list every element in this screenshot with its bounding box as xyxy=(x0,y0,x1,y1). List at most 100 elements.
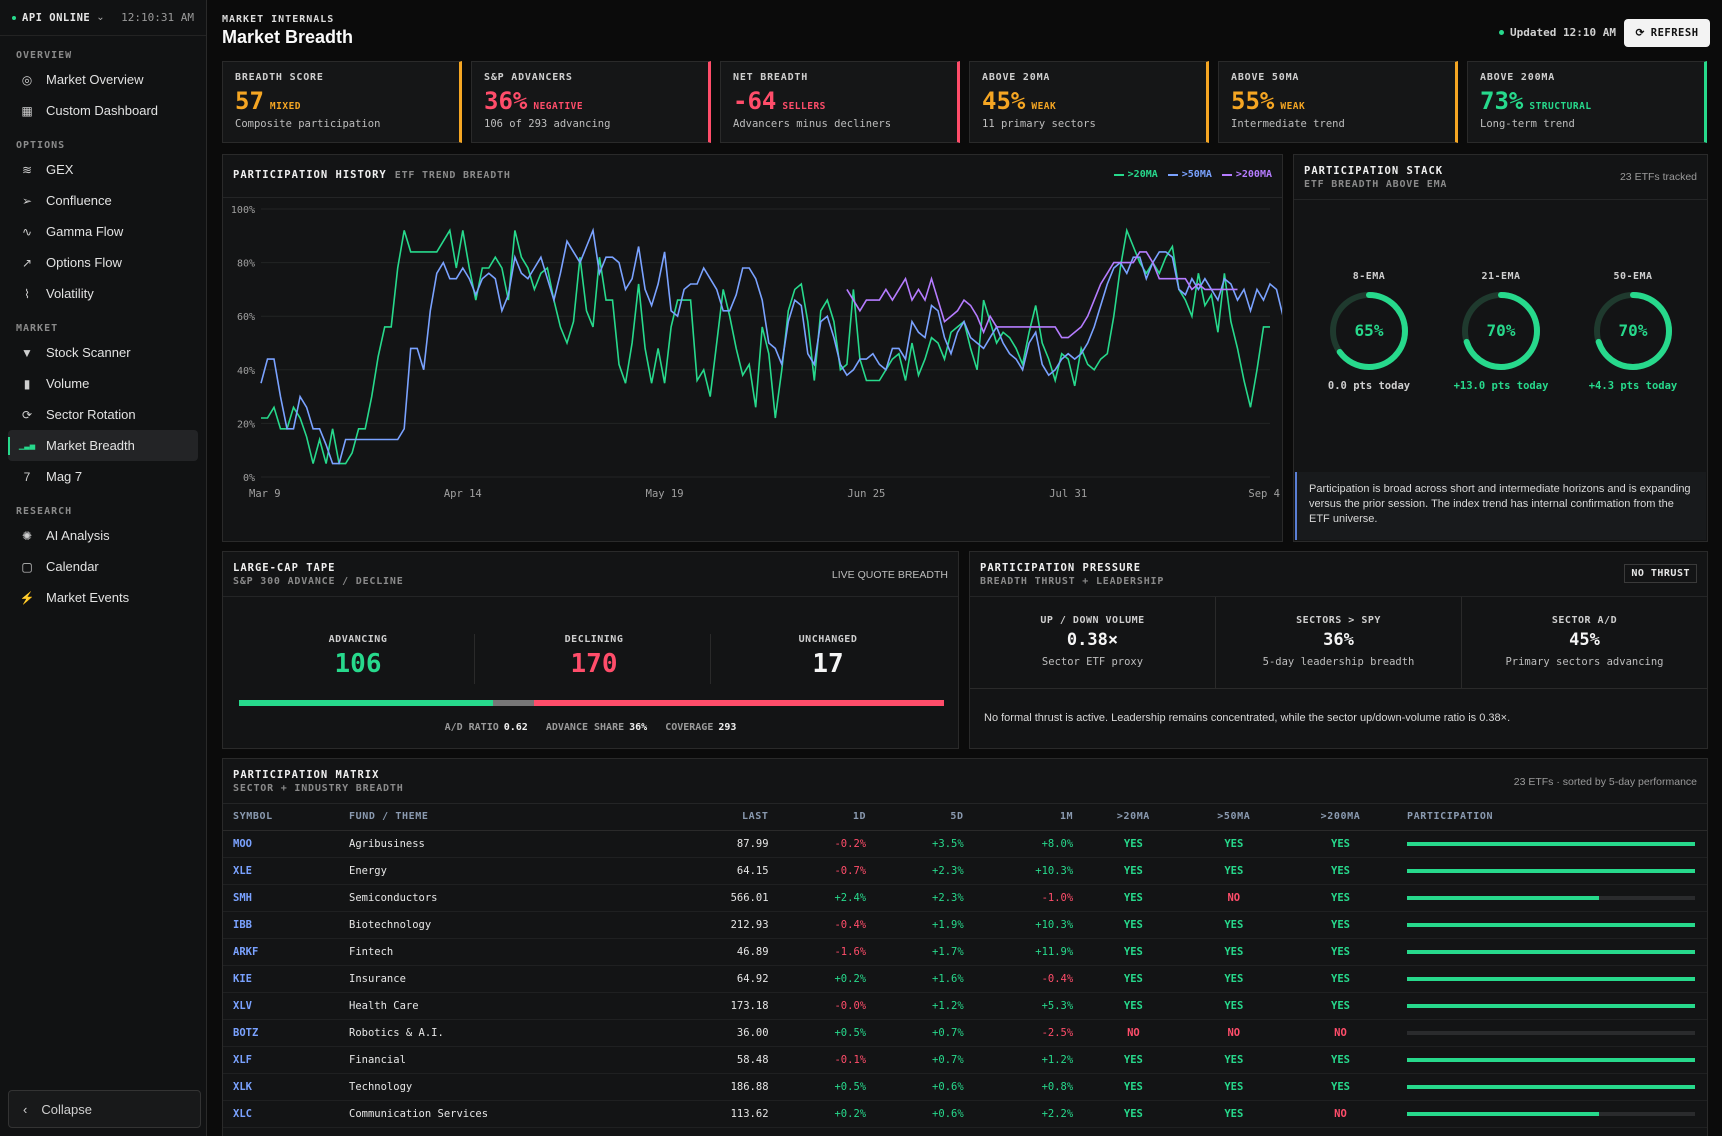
sidebar-item-market-overview[interactable]: ◎ Market Overview xyxy=(8,64,198,95)
gauge-label: 8-EMA xyxy=(1352,271,1386,282)
gauge-ring xyxy=(1462,292,1540,370)
ma200-cell: YES xyxy=(1284,938,1397,966)
table-row[interactable]: XLE Energy 64.15 -0.7% +2.3% +10.3% YES YES YES xyxy=(223,857,1707,885)
sidebar-item-sector-rotation[interactable]: ⟳ Sector Rotation xyxy=(8,399,198,430)
ma200-cell: YES xyxy=(1284,1046,1397,1074)
symbol-cell[interactable]: XLK xyxy=(223,1073,339,1101)
symbol-cell[interactable]: MOO xyxy=(223,830,339,858)
legend-item: >50MA xyxy=(1167,169,1212,180)
table-row[interactable]: IBB Biotechnology 212.93 -0.4% +1.9% +10.3% YE… xyxy=(223,911,1707,939)
participation-bar xyxy=(1407,949,1695,954)
metric-label: NET BREADTH xyxy=(733,72,809,83)
sidebar-item-ai-analysis[interactable]: ✺ AI Analysis xyxy=(8,520,198,551)
table-row[interactable]: MOO Agribusiness 87.99 -0.2% +3.5% +8.0% YES YE… xyxy=(223,830,1707,858)
sidebar-item-options-flow[interactable]: ↗ Options Flow xyxy=(8,247,198,278)
ma50-cell: YES xyxy=(1183,857,1284,885)
last-cell: 58.48 xyxy=(669,1046,779,1074)
refresh-label: REFRESH xyxy=(1650,27,1699,39)
metric-value: -64 xyxy=(733,87,777,115)
sidebar-item-label: Calendar xyxy=(46,559,99,574)
legend-label: >20MA xyxy=(1127,169,1158,180)
sidebar-item-label: Sector Rotation xyxy=(46,407,136,422)
symbol-cell[interactable]: IBB xyxy=(223,911,339,939)
sidebar-item-volume[interactable]: ▮ Volume xyxy=(8,368,198,399)
sidebar-item-volatility[interactable]: ⌇ Volatility xyxy=(8,278,198,309)
ma50-cell: YES xyxy=(1183,1100,1284,1128)
sidebar-item-market-breadth[interactable]: ▁▃▅ Market Breadth xyxy=(8,430,198,461)
sidebar-item-label: Market Overview xyxy=(46,72,144,87)
table-row[interactable]: XLF Financial 58.48 -0.1% +0.7% +1.2% YES YES YE… xyxy=(223,1046,1707,1074)
column-header[interactable]: PARTICIPATION xyxy=(1397,804,1707,831)
refresh-button[interactable]: ⟳ REFRESH xyxy=(1624,19,1710,47)
chevron-down-icon[interactable]: ⌄ xyxy=(96,12,105,23)
column-header[interactable]: 5D xyxy=(876,804,974,831)
tape-title: LARGE-CAP TAPE xyxy=(233,562,336,574)
symbol-cell[interactable]: KIE xyxy=(223,965,339,993)
table-row[interactable]: SMH Semiconductors 566.01 +2.4% +2.3% -1.0% YE… xyxy=(223,884,1707,912)
legend-label: >200MA xyxy=(1235,169,1272,180)
symbol-cell[interactable]: BOTZ xyxy=(223,1019,339,1047)
column-header[interactable]: >20MA xyxy=(1083,804,1184,831)
column-header[interactable]: LAST xyxy=(669,804,779,831)
sidebar-item-gamma-flow[interactable]: ∿ Gamma Flow xyxy=(8,216,198,247)
advancing-stat: ADVANCING 106 xyxy=(273,634,443,679)
participation-cell xyxy=(1397,1019,1707,1047)
pressure-metric: UP / DOWN VOLUME 0.38× Sector ETF proxy xyxy=(970,597,1216,689)
participation-bar xyxy=(1407,976,1695,981)
sidebar-item-gex[interactable]: ≋ GEX xyxy=(8,154,198,185)
pressure-metric-desc: Primary sectors advancing xyxy=(1505,656,1664,668)
sidebar-item-calendar[interactable]: ▢ Calendar xyxy=(8,551,198,582)
unchanged-segment xyxy=(492,700,534,706)
table-row[interactable]: ARKF Fintech 46.89 -1.6% +1.7% +11.9% YES YES YE… xyxy=(223,938,1707,966)
sidebar-item-label: Gamma Flow xyxy=(46,224,124,239)
metric-label: BREADTH SCORE xyxy=(235,72,324,83)
m1-cell: +10.3% xyxy=(973,911,1084,939)
gauge-label: 50-EMA xyxy=(1613,271,1653,282)
table-row[interactable]: BOTZ Robotics & A.I. 36.00 +0.5% +0.7% -2.5% N… xyxy=(223,1019,1707,1047)
d1-cell: -0.7% xyxy=(778,857,877,885)
table-row[interactable]: XLK Technology 186.88 +0.5% +0.6% +0.8% YES YES… xyxy=(223,1073,1707,1101)
table-row[interactable]: KIE Insurance 64.92 +0.2% +1.6% -0.4% YES YES YE… xyxy=(223,965,1707,993)
nav-section-label: OVERVIEW xyxy=(16,49,73,61)
metric-desc: 11 primary sectors xyxy=(982,118,1096,130)
sidebar-item-custom-dashboard[interactable]: ▦ Custom Dashboard xyxy=(8,95,198,126)
x-tick-label: May 19 xyxy=(646,488,684,500)
symbol-cell[interactable]: XLC xyxy=(223,1100,339,1128)
table-row[interactable]: XLV Health Care 173.18 -0.0% +1.2% +5.3% YES YE… xyxy=(223,992,1707,1020)
collapse-button[interactable]: ‹ Collapse xyxy=(8,1090,201,1128)
symbol-cell[interactable]: ARKF xyxy=(223,938,339,966)
column-header[interactable]: >200MA xyxy=(1284,804,1397,831)
column-header[interactable]: SYMBOL xyxy=(223,804,339,831)
d1-cell: -0.2% xyxy=(778,830,877,858)
symbol-cell[interactable]: XLV xyxy=(223,992,339,1020)
ma20-cell: YES xyxy=(1083,965,1184,993)
sidebar-item-market-events[interactable]: ⚡ Market Events xyxy=(8,582,198,613)
d1-cell: +2.4% xyxy=(778,884,877,912)
ma20-cell: YES xyxy=(1083,911,1184,939)
advancing-value: 106 xyxy=(334,649,382,679)
column-header[interactable]: >50MA xyxy=(1183,804,1284,831)
symbol-cell[interactable]: XLF xyxy=(223,1046,339,1074)
symbol-cell[interactable]: SMH xyxy=(223,884,339,912)
x-tick-label: Sep 4 xyxy=(1248,488,1280,500)
api-status-bar[interactable]: API ONLINE ⌄ 12:10:31 AM xyxy=(0,0,206,36)
send-icon: ➢ xyxy=(21,193,33,208)
sidebar-item-label: GEX xyxy=(46,162,74,177)
column-header[interactable]: 1D xyxy=(778,804,877,831)
gauge-label: 21-EMA xyxy=(1481,271,1521,282)
ma50-cell: YES xyxy=(1183,1046,1284,1074)
collapse-label: Collapse xyxy=(41,1101,92,1117)
table-row[interactable]: XLC Communication Services 113.62 +0.2% +0.6… xyxy=(223,1100,1707,1128)
sidebar-item-stock-scanner[interactable]: ▼ Stock Scanner xyxy=(8,337,198,368)
stack-subtitle: ETF BREADTH ABOVE EMA xyxy=(1304,179,1448,190)
column-header[interactable]: FUND / THEME xyxy=(339,804,669,831)
pressure-metric-label: SECTOR A/D xyxy=(1551,615,1618,626)
column-header[interactable]: 1M xyxy=(973,804,1084,831)
sidebar-item-mag-7[interactable]: 7 Mag 7 xyxy=(8,461,198,492)
symbol-cell[interactable]: XLE xyxy=(223,857,339,885)
ma50-cell: NO xyxy=(1183,1019,1284,1047)
m1-cell: +2.2% xyxy=(973,1100,1084,1128)
sidebar-item-confluence[interactable]: ➢ Confluence xyxy=(8,185,198,216)
participation-cell xyxy=(1397,965,1707,993)
sidebar: API ONLINE ⌄ 12:10:31 AM OVERVIEW ◎ Market… xyxy=(0,0,207,1136)
